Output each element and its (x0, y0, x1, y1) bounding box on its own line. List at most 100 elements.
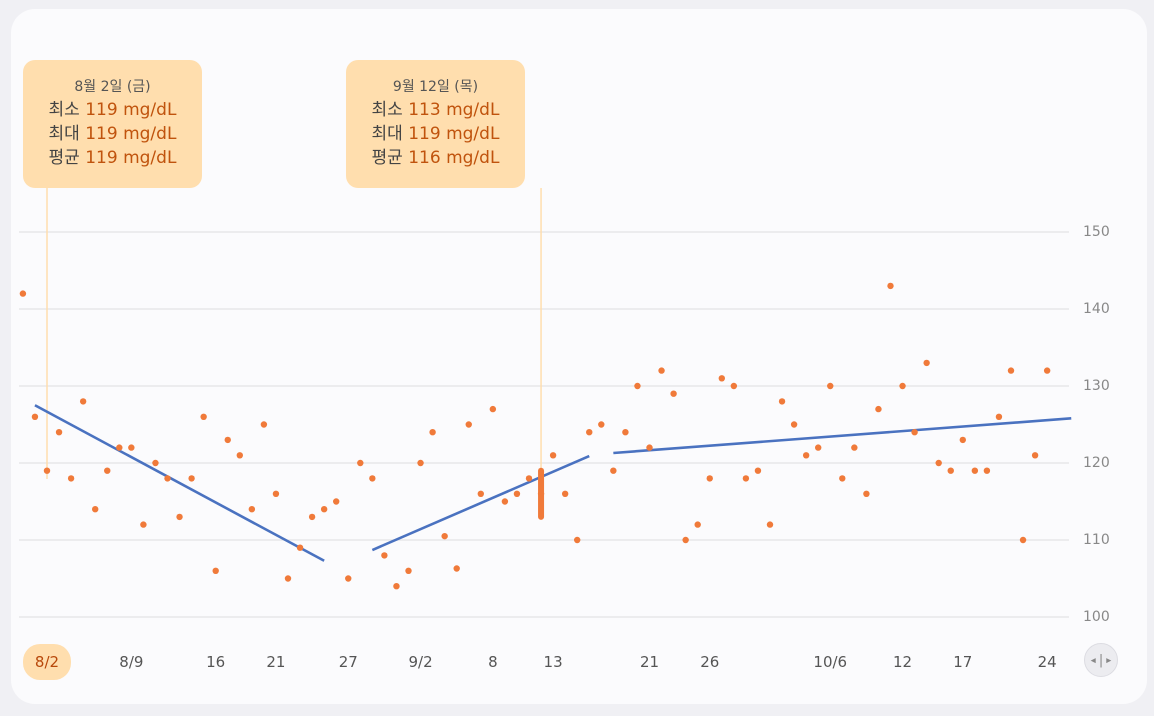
tooltip-min: 최소 119 mg/dL (48, 100, 177, 120)
data-point (55, 429, 63, 436)
data-point (429, 429, 436, 436)
data-point (754, 467, 762, 474)
trend-line (371, 454, 590, 552)
data-point (622, 429, 629, 436)
y-tick-label: 100 (1083, 609, 1110, 625)
data-point (31, 413, 39, 420)
data-point (851, 444, 858, 451)
data-point (537, 490, 545, 497)
data-point (766, 521, 774, 528)
data-point (320, 506, 328, 513)
data-point (116, 444, 123, 451)
y-tick-label: 140 (1083, 301, 1110, 317)
trend-line (613, 417, 1072, 455)
y-tick-label: 150 (1083, 224, 1110, 240)
y-tick-label: 130 (1083, 378, 1110, 394)
data-point (200, 413, 207, 420)
data-point (188, 475, 195, 482)
tooltip-min: 최소 113 mg/dL (371, 100, 500, 120)
data-point (827, 382, 834, 390)
data-point (381, 552, 388, 559)
tooltip-sep-12: 9월 12일 (목) 최소 113 mg/dL 최대 119 mg/dL 평균 … (346, 60, 525, 188)
data-point (260, 421, 268, 428)
data-point (574, 536, 581, 544)
data-point (393, 583, 400, 590)
x-tick-label: 26 (700, 653, 720, 671)
x-tick-label: 21 (266, 653, 286, 671)
x-tick-label: 13 (543, 653, 563, 671)
data-point (1031, 452, 1039, 459)
tooltip-date: 8월 2일 (금) (74, 79, 151, 95)
x-tick-label: 17 (953, 653, 973, 671)
data-point (284, 575, 292, 582)
data-point (863, 490, 870, 497)
data-point (778, 398, 786, 405)
data-point (489, 405, 497, 413)
data-point (911, 429, 918, 436)
data-point (839, 475, 846, 482)
data-point (875, 405, 882, 413)
x-tick-label: 8 (488, 653, 498, 671)
data-point (947, 467, 954, 474)
data-point (935, 459, 942, 467)
data-point (333, 498, 340, 505)
data-point (43, 467, 51, 474)
data-point (417, 459, 424, 467)
data-point (718, 375, 725, 382)
data-point (790, 421, 798, 428)
data-point (658, 367, 665, 374)
chart-card: 8월 2일 (금) 최소 119 mg/dL 최대 119 mg/dL 평균 1… (11, 9, 1147, 704)
data-point (802, 452, 810, 459)
data-point (92, 506, 99, 513)
expand-horizontal-icon[interactable]: ◂|▸ (1084, 643, 1118, 677)
data-point (405, 567, 412, 574)
data-point (477, 490, 484, 497)
data-point (308, 513, 316, 521)
tooltip-max: 최대 119 mg/dL (371, 124, 500, 144)
data-point (513, 490, 521, 497)
data-point (67, 475, 75, 482)
data-point (357, 459, 364, 467)
data-point (501, 498, 509, 505)
data-point (815, 444, 822, 451)
data-point (670, 390, 677, 397)
tooltip-max: 최대 119 mg/dL (48, 124, 177, 144)
x-tick-label: 24 (1037, 653, 1057, 671)
data-point (1007, 367, 1015, 374)
data-point (441, 532, 448, 540)
data-point (682, 536, 689, 544)
data-point (1019, 536, 1027, 544)
data-point (887, 282, 894, 290)
data-point (598, 421, 605, 428)
data-point (453, 565, 460, 572)
x-tick-label: 16 (206, 653, 226, 671)
data-point (164, 475, 171, 482)
data-point (104, 467, 111, 474)
data-point (959, 436, 966, 444)
data-point (1043, 367, 1051, 374)
data-point (730, 382, 738, 390)
data-point (19, 290, 27, 297)
y-tick-label: 110 (1083, 532, 1110, 548)
data-point (923, 359, 930, 367)
x-tick-label: 9/2 (408, 653, 433, 671)
data-point (465, 421, 472, 428)
data-point (345, 575, 352, 582)
data-point (369, 475, 376, 482)
tooltip-avg: 평균 119 mg/dL (48, 148, 177, 168)
trend-line (34, 404, 325, 562)
data-point (140, 521, 147, 528)
x-tick-label[interactable]: 8/2 (23, 644, 71, 680)
data-point (224, 436, 231, 444)
x-tick-label: 27 (338, 653, 358, 671)
data-point (272, 490, 280, 497)
data-point (236, 452, 243, 459)
data-point (296, 544, 304, 551)
data-point (128, 444, 135, 451)
data-point (646, 444, 653, 451)
data-point (634, 382, 641, 390)
data-point (152, 459, 159, 467)
x-tick-label: 12 (893, 653, 913, 671)
data-point (995, 413, 1003, 420)
glucose-scatter-chart[interactable] (11, 9, 1147, 704)
